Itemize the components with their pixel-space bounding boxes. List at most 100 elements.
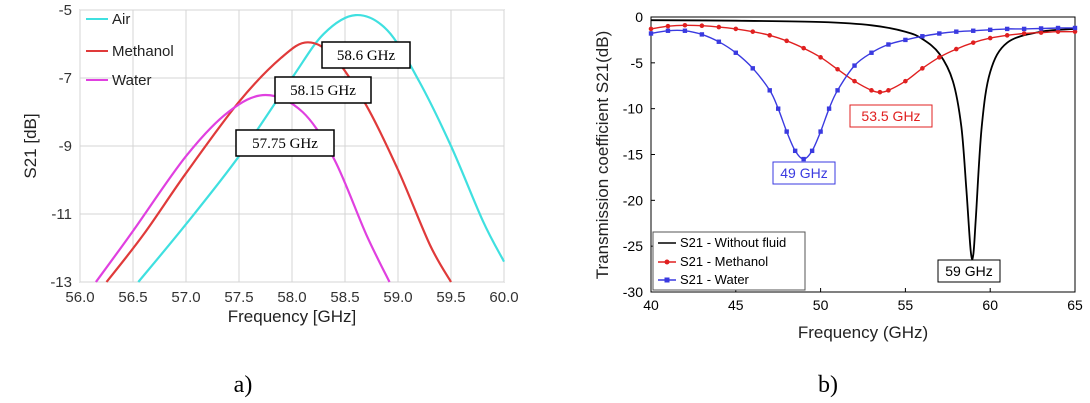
x-tick-a-7: 59.5 (436, 289, 465, 306)
series-b-s21-water-point-2 (682, 28, 688, 33)
series-b-s21-methanol-point-4 (716, 24, 722, 30)
annotation-a-2: 58.15 GHz (290, 83, 356, 99)
series-b-s21-water-point-23 (971, 28, 976, 33)
legend-b-without-fluid: S21 - Without fluid (680, 235, 786, 250)
x-tick-a-0: 56.0 (65, 289, 94, 306)
series-b-s21-water-point-8 (776, 106, 781, 111)
series-b-s21-methanol-point-14 (877, 89, 883, 95)
series-b-s21-without-fluid (650, 19, 1076, 260)
panel-label-b: b) (818, 372, 838, 398)
series-b-s21-water-point-0 (648, 31, 654, 36)
series-b-s21-methanol-point-11 (835, 66, 840, 72)
legend-b-water: S21 - Water (680, 272, 750, 287)
annotation-a-box-2 (274, 76, 372, 104)
chart-b: 40 45 50 55 60 65 0 -5 -10 -15 -20 -25 -30 Frequenc… (593, 9, 1083, 398)
y-tick-a-0: -5 (59, 2, 72, 19)
x-tick-a-8: 60.0 (489, 289, 518, 306)
series-b-s21-water-point-22 (954, 29, 959, 34)
series-b-s21-methanol-point-23 (1021, 31, 1027, 36)
series-b-s21-water-point-19 (903, 37, 908, 43)
legend-b-methanol: S21 - Methanol (680, 254, 768, 269)
series-b-s21-water-point-11 (801, 156, 806, 162)
series-b-s21-methanol-point-18 (937, 55, 942, 60)
legend-a-air: Air (112, 11, 130, 28)
legend-b-methanol-marker (664, 259, 670, 265)
annotation-b-2: 49 GHz (780, 165, 827, 181)
series-b-s21-water-point-7 (767, 88, 772, 93)
series-b-s21-water-point-18 (886, 42, 891, 47)
series-b-s21-methanol-point-13 (869, 88, 874, 93)
legend-b-water-marker (664, 277, 670, 283)
series-b-s21-methanol-point-15 (886, 88, 891, 93)
series-b-s21-water-point-16 (852, 63, 857, 68)
x-tick-b-3: 55 (898, 297, 914, 313)
x-tick-a-4: 58.0 (277, 289, 306, 306)
y-tick-a-4: -13 (50, 274, 72, 291)
x-tick-a-6: 59.0 (383, 289, 412, 306)
series-a-water (95, 93, 391, 283)
series-b-s21-methanol-point-9 (801, 45, 806, 51)
series-b-s21-methanol-point-25 (1055, 29, 1061, 34)
x-tick-b-0: 40 (643, 297, 659, 313)
series-b-s21-methanol-point-16 (903, 78, 908, 84)
annotation-a-box-3 (235, 129, 335, 157)
series-b-s21-methanol-point-7 (767, 33, 773, 38)
chart-b-y-label: Transmission coefficient S21(dB) (593, 31, 612, 280)
annotation-b-box-3 (937, 259, 1001, 283)
series-b-s21-water-point-26 (1021, 26, 1027, 32)
series-b-s21-methanol-point-10 (818, 55, 823, 60)
series-b-s21-methanol-point-20 (970, 40, 976, 45)
series-a-air (137, 13, 505, 283)
series-b-s21-methanol-point-17 (920, 66, 925, 71)
legend-a-methanol: Methanol (112, 43, 174, 60)
annotation-a-1: 58.6 GHz (337, 48, 396, 64)
series-b-s21-water-point-15 (835, 88, 840, 93)
x-tick-b-1: 45 (728, 297, 744, 313)
series-b-s21-water-point-13 (818, 129, 823, 134)
chart-a-y-label: S21 [dB] (21, 113, 40, 178)
series-b-s21-water-point-20 (920, 34, 925, 39)
series-b-s21-water-point-28 (1055, 25, 1061, 31)
chart-a-x-label: Frequency [GHz] (228, 307, 357, 326)
series-b-s21-methanol-point-2 (682, 22, 688, 28)
series-b-s21-methanol-point-8 (784, 38, 789, 44)
y-tick-b-0: 0 (635, 9, 643, 25)
series-b-s21-methanol-point-3 (699, 23, 705, 29)
annotation-b-1: 53.5 GHz (861, 108, 920, 124)
series-b-s21-water-point-12 (809, 148, 815, 154)
legend-b-box (652, 231, 806, 291)
y-tick-b-1: -5 (631, 55, 644, 71)
x-tick-a-3: 57.5 (224, 289, 253, 306)
y-tick-b-6: -30 (623, 284, 643, 300)
y-tick-b-3: -15 (623, 147, 643, 163)
y-tick-b-4: -20 (623, 192, 643, 208)
series-b-s21-methanol-point-21 (987, 35, 993, 41)
panel-label-a: a) (234, 372, 253, 398)
annotation-a-3: 57.75 GHz (252, 136, 318, 152)
chart-a: 56.0 56.5 57.0 57.5 58.0 58.5 59.0 59.5 60.0 -5 -… (21, 2, 519, 398)
y-tick-a-2: -9 (59, 138, 72, 155)
series-b-s21-water-point-3 (699, 32, 705, 37)
x-tick-b-2: 50 (813, 297, 829, 313)
series-b-s21-water-point-10 (792, 148, 798, 154)
series-b-s21-water-point-4 (716, 39, 722, 44)
annotation-a-box-1 (321, 41, 411, 69)
series-b-s21-methanol-point-1 (665, 23, 671, 29)
series-b-s21-water-point-25 (1004, 26, 1010, 32)
series-b-s21-methanol-point-19 (953, 46, 959, 52)
chart-b-x-label: Frequency (GHz) (798, 323, 928, 342)
series-b-s21-water-point-9 (784, 129, 789, 134)
x-tick-a-5: 58.5 (330, 289, 359, 306)
annotation-b-box-1 (849, 104, 933, 128)
series-b-s21-methanol-point-22 (1004, 33, 1010, 38)
series-b-s21-water-point-5 (733, 50, 738, 55)
series-b-s21-water-point-21 (937, 31, 942, 36)
legend-a-water: Water (112, 72, 151, 89)
annotation-b-3: 59 GHz (945, 263, 992, 279)
x-tick-a-1: 56.5 (118, 289, 147, 306)
series-b-s21-water-point-27 (1038, 26, 1044, 31)
series-b-s21-methanol-point-5 (733, 26, 739, 32)
x-tick-a-2: 57.0 (171, 289, 200, 306)
series-b-s21-water-point-6 (750, 66, 755, 71)
